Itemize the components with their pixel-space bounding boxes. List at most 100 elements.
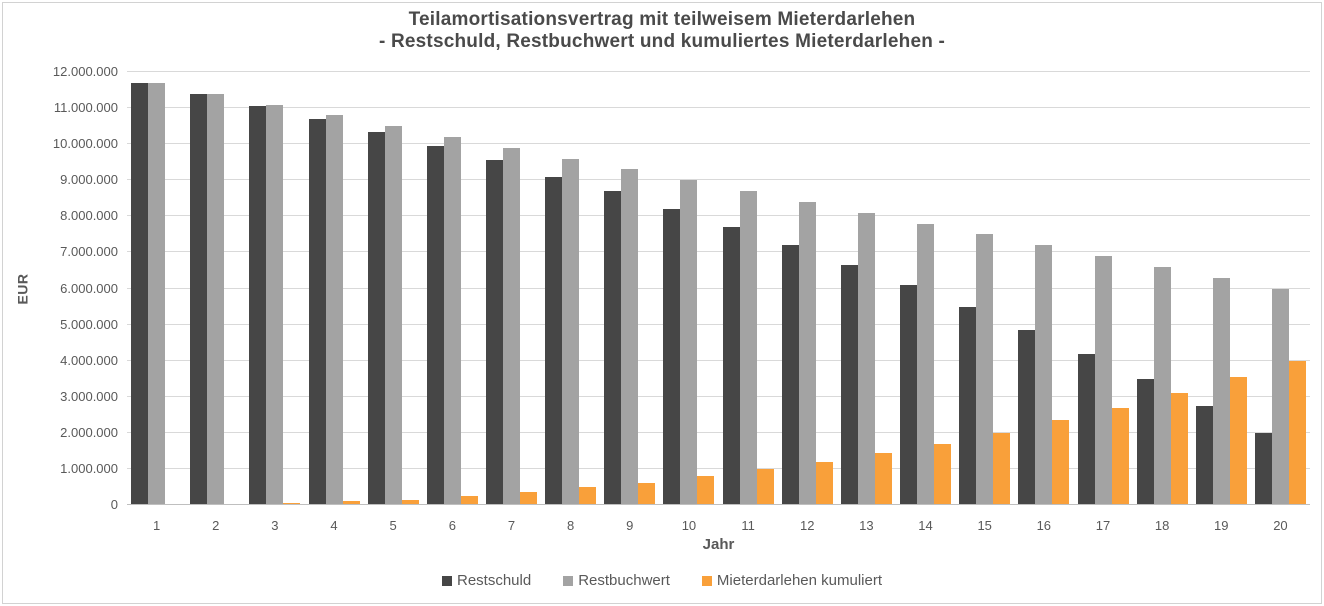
bar-mieterdarlehen-kumuliert	[401, 499, 419, 505]
bar-group-year-6	[423, 72, 482, 505]
bar-series-container	[127, 72, 1310, 505]
x-tick-label: 1	[152, 518, 161, 533]
bar-restbuchwert	[1094, 256, 1112, 505]
bar-group-year-8	[541, 72, 600, 505]
x-tick-label: 7	[507, 518, 516, 533]
bar-mieterdarlehen-kumuliert	[1229, 376, 1247, 505]
bar-restschuld	[781, 245, 799, 505]
gridline	[127, 323, 1310, 325]
bar-restschuld	[131, 82, 149, 505]
bar-mieterdarlehen-kumuliert	[1170, 393, 1188, 505]
y-tick-label: 7.000.000	[60, 244, 118, 260]
bar-restschuld	[840, 265, 858, 505]
gridline	[127, 251, 1310, 253]
gridline	[127, 107, 1310, 109]
bar-restschuld	[545, 176, 563, 505]
legend-item-restschuld: Restschuld	[442, 572, 531, 589]
bar-mieterdarlehen-kumuliert	[756, 468, 774, 505]
x-tick-label: 19	[1214, 518, 1229, 533]
bar-group-year-17	[1074, 72, 1133, 505]
bar-restschuld	[722, 227, 740, 505]
y-tick-label: 10.000.000	[52, 136, 118, 152]
y-tick-label: 3.000.000	[60, 388, 118, 404]
x-tick-label: 5	[389, 518, 397, 533]
bar-group-year-7	[482, 72, 541, 505]
x-tick-label: 12	[799, 518, 815, 533]
y-tick-label: 5.000.000	[60, 316, 118, 332]
bar-restschuld	[1195, 405, 1213, 505]
bar-restschuld	[1136, 378, 1154, 505]
x-axis-title: Jahr	[702, 536, 735, 553]
bar-restbuchwert	[917, 223, 935, 505]
bar-restschuld	[1077, 353, 1095, 505]
bar-mieterdarlehen-kumuliert	[460, 496, 478, 505]
bar-mieterdarlehen-kumuliert	[1289, 360, 1307, 505]
gridline	[127, 395, 1310, 397]
bar-restbuchwert	[1212, 277, 1230, 505]
bar-mieterdarlehen-kumuliert	[638, 483, 656, 505]
bar-group-year-2	[186, 72, 245, 505]
bar-restbuchwert	[266, 104, 284, 505]
bar-restbuchwert	[857, 212, 875, 505]
x-tick-label: 17	[1095, 518, 1111, 533]
bar-mieterdarlehen-kumuliert	[579, 487, 597, 505]
y-tick-label: 9.000.000	[60, 172, 118, 188]
x-tick-label: 8	[567, 518, 575, 533]
bar-group-year-19	[1192, 72, 1251, 505]
chart-title-line-2: - Restschuld, Restbuchwert und kumuliert…	[378, 31, 946, 52]
bar-group-year-1	[127, 72, 186, 505]
bar-group-year-3	[245, 72, 304, 505]
y-tick-label: 11.000.000	[53, 100, 118, 116]
x-tick-label: 16	[1036, 518, 1052, 533]
bar-restschuld	[604, 191, 622, 505]
legend: Restschuld Restbuchwert Mieterdarlehen kum…	[0, 572, 1324, 589]
bar-restbuchwert	[325, 115, 343, 505]
x-tick-label: 20	[1273, 518, 1288, 533]
bar-group-year-12	[778, 72, 837, 505]
x-tick-label: 10	[681, 518, 697, 533]
bar-restschuld	[900, 284, 918, 505]
bar-mieterdarlehen-kumuliert	[815, 461, 833, 505]
bar-restbuchwert	[621, 169, 639, 505]
bar-restbuchwert	[384, 126, 402, 505]
bar-restschuld	[308, 118, 326, 505]
gridline	[127, 359, 1310, 361]
y-tick-label: 6.000.000	[60, 280, 118, 296]
y-tick-label: 2.000.000	[60, 424, 118, 440]
bar-mieterdarlehen-kumuliert	[874, 452, 892, 505]
y-tick-label: 4.000.000	[60, 352, 118, 368]
bar-restbuchwert	[680, 180, 698, 505]
bar-restschuld	[190, 93, 208, 505]
bar-group-year-18	[1133, 72, 1192, 505]
x-tick-label: 15	[977, 518, 992, 533]
bar-restbuchwert	[739, 191, 757, 505]
bar-mieterdarlehen-kumuliert	[1111, 407, 1129, 505]
bar-restbuchwert	[1153, 266, 1171, 505]
y-tick-label: 12.000.000	[52, 64, 118, 79]
bar-restbuchwert	[443, 136, 461, 505]
x-tick-label: 6	[448, 518, 456, 533]
bar-group-year-9	[600, 72, 659, 505]
bar-restschuld	[1255, 432, 1273, 505]
x-tick-label: 2	[212, 518, 220, 533]
bar-group-year-16	[1014, 72, 1073, 505]
bar-mieterdarlehen-kumuliert	[520, 492, 538, 505]
bar-group-year-4	[304, 72, 363, 505]
bar-group-year-11	[719, 72, 778, 505]
legend-label: Mieterdarlehen kumuliert	[716, 572, 882, 589]
x-tick-label: 11	[741, 518, 755, 533]
gridline	[127, 287, 1310, 289]
legend-marker-icon	[563, 575, 574, 586]
bar-restschuld	[249, 106, 267, 505]
bar-restbuchwert	[976, 234, 994, 505]
bar-restbuchwert	[1272, 288, 1290, 505]
x-tick-label: 13	[859, 518, 874, 533]
x-tick-label: 3	[271, 518, 279, 533]
y-tick-label: 1.000.000	[60, 460, 118, 476]
plot-area	[127, 71, 1310, 505]
bar-mieterdarlehen-kumuliert	[1052, 420, 1070, 505]
bar-restschuld	[426, 146, 444, 505]
bar-restschuld	[959, 306, 977, 505]
bar-mieterdarlehen-kumuliert	[697, 476, 715, 505]
